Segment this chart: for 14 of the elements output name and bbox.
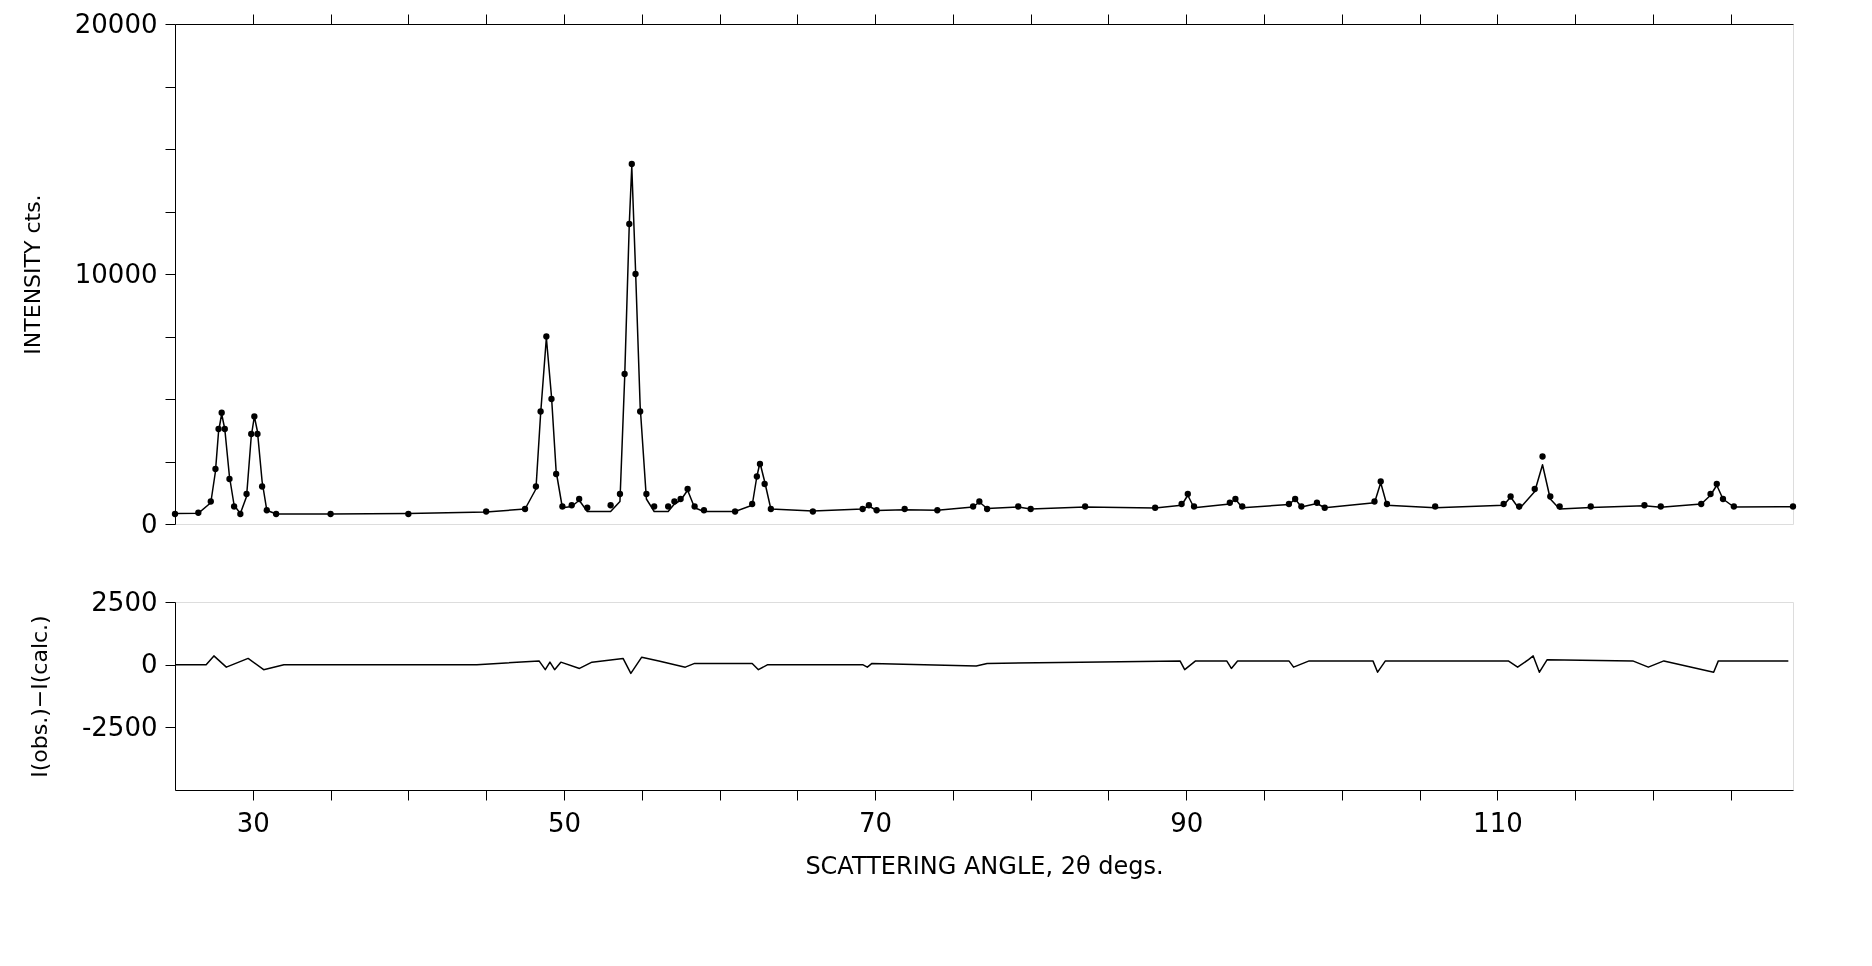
y-axis-title: I(obs.)−I(calc.): [26, 615, 52, 778]
y-axis-title: INTENSITY cts.: [19, 194, 45, 355]
y-tick-label: 0: [140, 649, 158, 680]
x-tick-label: 50: [547, 807, 581, 838]
x-tick-label: 70: [859, 807, 893, 838]
x-tick-label: 30: [236, 807, 270, 838]
y-tick-label: 0: [140, 508, 158, 539]
y-tick-label: 20000: [74, 8, 158, 39]
x-axis-title: SCATTERING ANGLE, 2θ degs.: [805, 851, 1164, 880]
y-tick-label: -2500: [81, 711, 158, 742]
x-tick-label: 110: [1473, 807, 1523, 838]
x-tick-label: 90: [1170, 807, 1204, 838]
y-tick-label: 2500: [91, 586, 158, 617]
y-tick-label: 10000: [74, 258, 158, 289]
